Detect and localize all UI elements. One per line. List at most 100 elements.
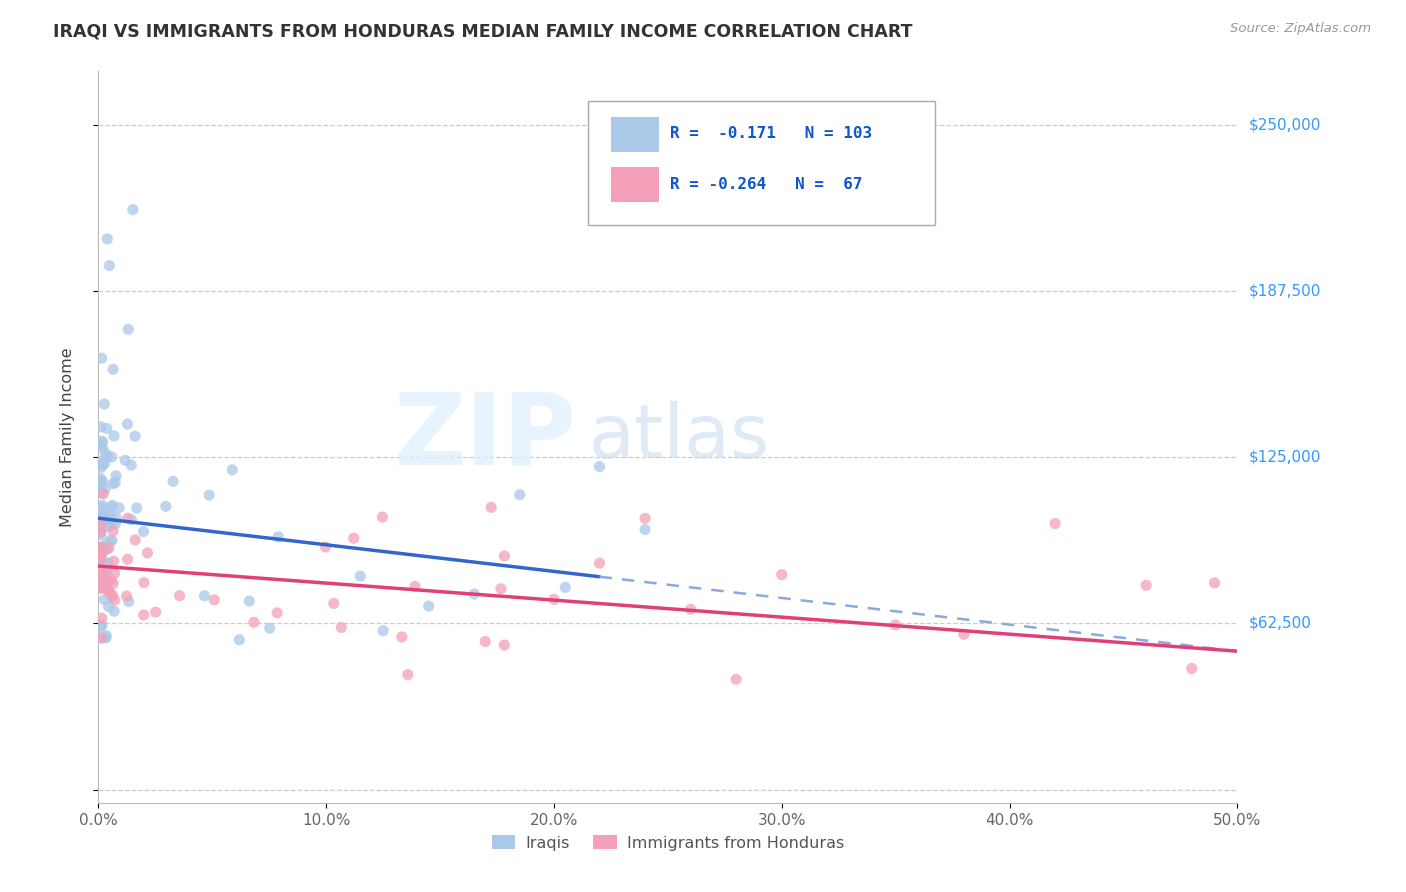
Point	[101, 499, 124, 513]
Point	[96, 450, 118, 464]
Point	[124, 533, 146, 547]
Point	[238, 594, 260, 608]
Legend: Iraqis, Immigrants from Honduras: Iraqis, Immigrants from Honduras	[485, 829, 851, 857]
Point	[314, 540, 336, 554]
Point	[117, 511, 139, 525]
Point	[114, 453, 136, 467]
Point	[90, 513, 112, 527]
Point	[91, 618, 114, 632]
Point	[104, 593, 127, 607]
Point	[117, 322, 139, 336]
Point	[90, 516, 112, 531]
Point	[91, 475, 114, 489]
Point	[122, 202, 145, 217]
Point	[105, 511, 128, 525]
Point	[97, 557, 120, 571]
Point	[554, 580, 576, 594]
Point	[97, 599, 120, 614]
Y-axis label: Median Family Income: Median Family Income	[60, 347, 75, 527]
Point	[104, 475, 127, 490]
Point	[90, 548, 112, 562]
Point	[103, 429, 125, 443]
Point	[953, 627, 976, 641]
Point	[198, 488, 221, 502]
Point	[343, 531, 366, 545]
Point	[90, 571, 112, 585]
Point	[91, 631, 114, 645]
Point	[90, 472, 112, 486]
Point	[132, 575, 155, 590]
Point	[259, 621, 281, 635]
Point	[90, 611, 112, 625]
Point	[101, 589, 124, 603]
Point	[100, 590, 122, 604]
Point	[90, 552, 112, 566]
Point	[404, 579, 426, 593]
Point	[103, 362, 125, 376]
Point	[90, 525, 112, 540]
Point	[93, 592, 115, 607]
Point	[125, 500, 148, 515]
Point	[371, 510, 394, 524]
Point	[90, 438, 112, 452]
Point	[101, 476, 124, 491]
Point	[155, 500, 177, 514]
Point	[90, 567, 112, 582]
Point	[90, 540, 112, 554]
Point	[474, 634, 496, 648]
Point	[463, 587, 485, 601]
Point	[418, 599, 440, 613]
Point	[1181, 661, 1204, 675]
Point	[100, 573, 122, 587]
Point	[90, 547, 112, 561]
Point	[202, 592, 225, 607]
Point	[93, 512, 115, 526]
Text: atlas: atlas	[588, 401, 769, 474]
Point	[93, 543, 115, 558]
Point	[90, 475, 112, 489]
Point	[117, 417, 139, 431]
Point	[96, 541, 118, 556]
Point	[90, 523, 112, 537]
Point	[90, 500, 112, 515]
Point	[243, 615, 266, 630]
Point	[90, 515, 112, 529]
Point	[97, 584, 120, 599]
Point	[91, 565, 114, 579]
Point	[1204, 575, 1226, 590]
Point	[90, 508, 112, 523]
Point	[104, 516, 127, 531]
Point	[145, 605, 167, 619]
Text: IRAQI VS IMMIGRANTS FROM HONDURAS MEDIAN FAMILY INCOME CORRELATION CHART: IRAQI VS IMMIGRANTS FROM HONDURAS MEDIAN…	[53, 22, 912, 40]
Point	[90, 434, 112, 449]
Point	[494, 638, 516, 652]
Point	[91, 441, 114, 455]
Point	[93, 456, 115, 470]
Point	[221, 463, 243, 477]
Point	[169, 589, 191, 603]
Point	[494, 549, 516, 563]
Point	[136, 546, 159, 560]
Point	[90, 540, 112, 554]
Point	[94, 483, 117, 497]
Point	[91, 486, 114, 500]
Point	[349, 569, 371, 583]
Point	[98, 259, 121, 273]
Point	[489, 582, 512, 596]
Point	[100, 508, 122, 522]
Point	[100, 533, 122, 548]
Point	[103, 604, 125, 618]
Point	[725, 673, 748, 687]
Point	[90, 620, 112, 634]
Point	[588, 459, 610, 474]
Point	[94, 582, 117, 596]
Point	[90, 476, 112, 491]
Point	[103, 566, 125, 581]
Point	[98, 585, 121, 599]
Point	[105, 468, 128, 483]
Point	[91, 486, 114, 500]
Point	[132, 607, 155, 622]
Point	[391, 630, 413, 644]
Point	[96, 629, 118, 643]
Point	[330, 620, 353, 634]
